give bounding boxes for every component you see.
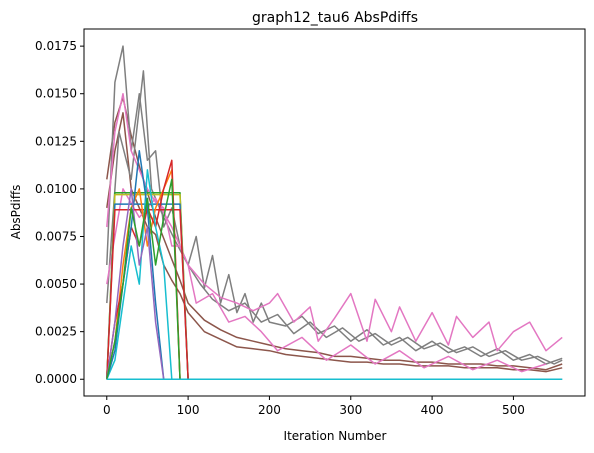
y-tick-label: 0.0175: [35, 39, 77, 53]
y-tick-label: 0.0100: [35, 182, 77, 196]
series-line-7: [106, 193, 189, 380]
y-tick-label: 0.0025: [35, 325, 77, 339]
series-line-15: [106, 178, 181, 380]
x-tick-label: 0: [103, 403, 111, 417]
plot-area: [106, 45, 563, 380]
series-line-12: [106, 169, 173, 380]
series-line-5: [106, 188, 547, 373]
plot-frame: [83, 28, 586, 397]
y-axis-label: AbsPdiffs: [9, 185, 23, 240]
x-tick-label: 200: [258, 403, 281, 417]
x-tick-label: 300: [339, 403, 362, 417]
x-tick-label: 400: [421, 403, 444, 417]
y-tick-label: 0.0075: [35, 229, 77, 243]
y-tick-label: 0.0125: [35, 134, 77, 148]
x-tick-label: 500: [502, 403, 525, 417]
x-tick-label: 100: [177, 403, 200, 417]
series-line-4: [106, 92, 563, 352]
axis-ticks: 0 100 200 300 400 500 0.0000 0.0025 0.0050 0.0075…: [35, 39, 525, 417]
y-tick-label: 0.0150: [35, 87, 77, 101]
series-line-6: [106, 191, 189, 380]
chart-title: graph12_tau6 AbsPdiffs: [252, 10, 418, 26]
y-tick-label: 0.0050: [35, 277, 77, 291]
series-line-0: [106, 96, 563, 371]
series-line-2: [106, 45, 563, 365]
y-tick-label: 0.0000: [35, 372, 77, 386]
x-axis-label: Iteration Number: [284, 429, 387, 443]
series-line-3: [106, 70, 563, 365]
series-line-13: [106, 150, 165, 380]
